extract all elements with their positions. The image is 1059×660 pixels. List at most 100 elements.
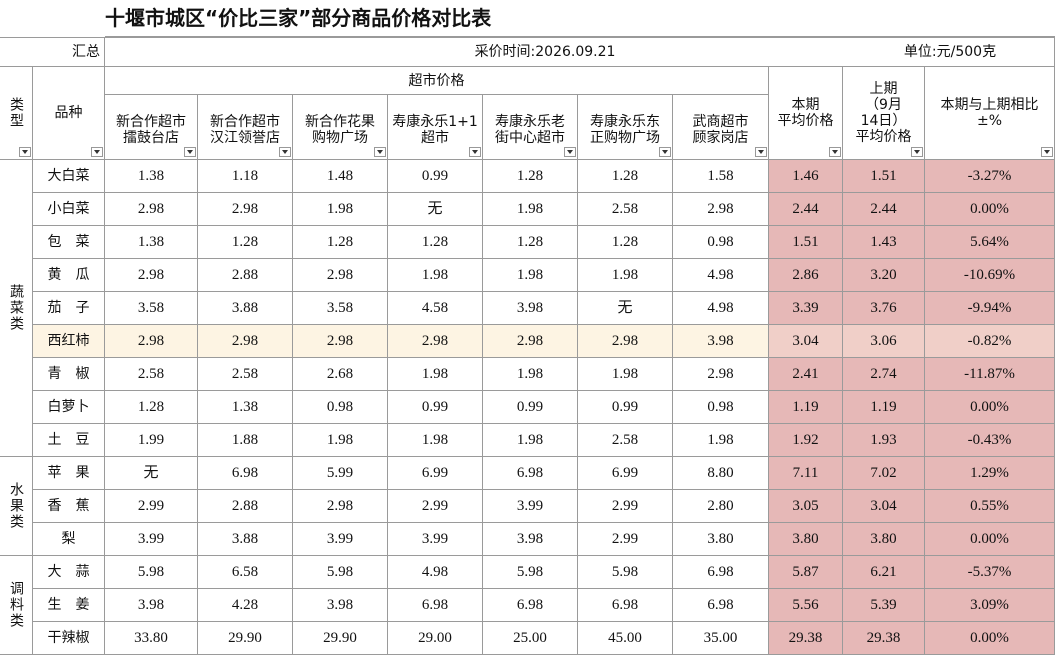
average-cell: 3.05 [769, 490, 843, 523]
average-cell: 1.19 [843, 391, 925, 424]
variety: 白萝卜 [33, 391, 105, 424]
price-cell: 4.98 [673, 259, 769, 292]
price-cell: 6.99 [388, 457, 483, 490]
variety: 西红柿 [33, 325, 105, 358]
header-type: 类型 [0, 67, 33, 160]
average-cell: 3.76 [843, 292, 925, 325]
filter-button[interactable] [564, 147, 576, 157]
header-previous: 上期 （9月 14日） 平均价格 [843, 67, 925, 160]
variety: 干辣椒 [33, 622, 105, 655]
filter-button[interactable] [91, 147, 103, 157]
price-cell: 0.99 [483, 391, 578, 424]
price-cell: 1.98 [293, 424, 388, 457]
header-store: 武商超市 顾家岗店 [673, 95, 769, 160]
price-cell: 0.99 [388, 160, 483, 193]
filter-button[interactable] [184, 147, 196, 157]
price-cell: 2.98 [578, 325, 673, 358]
price-cell: 0.98 [293, 391, 388, 424]
average-cell: 3.04 [769, 325, 843, 358]
variety: 香 蕉 [33, 490, 105, 523]
price-cell: 2.98 [483, 325, 578, 358]
price-cell: 4.58 [388, 292, 483, 325]
price-cell: 1.38 [198, 391, 293, 424]
average-cell: 1.46 [769, 160, 843, 193]
variety: 生 姜 [33, 589, 105, 622]
price-cell: 1.28 [483, 226, 578, 259]
filter-button[interactable] [829, 147, 841, 157]
unit: 单位:元/500克 [903, 44, 997, 60]
price-cell: 4.98 [388, 556, 483, 589]
price-cell: 45.00 [578, 622, 673, 655]
filter-button[interactable] [1041, 147, 1053, 157]
price-cell: 3.80 [673, 523, 769, 556]
filter-button[interactable] [469, 147, 481, 157]
average-cell: -10.69% [925, 259, 1055, 292]
average-cell: 1.51 [769, 226, 843, 259]
price-cell: 2.98 [105, 193, 198, 226]
price-cell: 2.99 [388, 490, 483, 523]
price-cell: 2.80 [673, 490, 769, 523]
average-cell: 0.00% [925, 193, 1055, 226]
price-cell: 4.28 [198, 589, 293, 622]
price-cell: 2.99 [578, 523, 673, 556]
header-store: 寿康永乐1+1 超市 [388, 95, 483, 160]
price-cell: 29.90 [198, 622, 293, 655]
average-cell: 7.02 [843, 457, 925, 490]
price-cell: 6.98 [673, 556, 769, 589]
average-cell: 2.86 [769, 259, 843, 292]
average-cell: 2.44 [843, 193, 925, 226]
filter-button[interactable] [911, 147, 923, 157]
price-cell: 1.99 [105, 424, 198, 457]
average-cell: 2.41 [769, 358, 843, 391]
price-cell: 29.90 [293, 622, 388, 655]
price-cell: 3.99 [388, 523, 483, 556]
header-supermarket: 超市价格 [105, 67, 769, 95]
price-cell: 2.98 [293, 490, 388, 523]
price-cell: 无 [578, 292, 673, 325]
variety: 青 椒 [33, 358, 105, 391]
price-cell: 3.98 [483, 523, 578, 556]
average-cell: 5.64% [925, 226, 1055, 259]
price-cell: 0.98 [673, 391, 769, 424]
filter-button[interactable] [374, 147, 386, 157]
average-cell: 29.38 [843, 622, 925, 655]
price-cell: 3.58 [105, 292, 198, 325]
price-cell: 6.98 [578, 589, 673, 622]
price-cell: 5.98 [578, 556, 673, 589]
price-cell: 1.98 [578, 358, 673, 391]
price-cell: 6.98 [673, 589, 769, 622]
price-cell: 1.48 [293, 160, 388, 193]
filter-button[interactable] [279, 147, 291, 157]
price-cell: 3.98 [105, 589, 198, 622]
filter-button[interactable] [19, 147, 31, 157]
price-cell: 3.99 [483, 490, 578, 523]
price-cell: 2.98 [673, 193, 769, 226]
price-cell: 3.88 [198, 523, 293, 556]
average-cell: 2.74 [843, 358, 925, 391]
average-cell: 6.21 [843, 556, 925, 589]
price-cell: 6.98 [388, 589, 483, 622]
average-cell: 1.92 [769, 424, 843, 457]
filter-button[interactable] [659, 147, 671, 157]
average-cell: 5.56 [769, 589, 843, 622]
price-cell: 6.98 [483, 457, 578, 490]
average-cell: 5.87 [769, 556, 843, 589]
price-cell: 2.98 [105, 259, 198, 292]
header-store: 寿康永乐老 街中心超市 [483, 95, 578, 160]
price-cell: 1.18 [198, 160, 293, 193]
filter-button[interactable] [755, 147, 767, 157]
average-cell: 5.39 [843, 589, 925, 622]
price-cell: 无 [105, 457, 198, 490]
price-cell: 2.88 [198, 490, 293, 523]
average-cell: -5.37% [925, 556, 1055, 589]
price-cell: 6.99 [578, 457, 673, 490]
price-cell: 1.98 [483, 424, 578, 457]
price-cell: 1.28 [578, 226, 673, 259]
price-cell: 5.98 [483, 556, 578, 589]
price-cell: 1.88 [198, 424, 293, 457]
price-cell: 3.58 [293, 292, 388, 325]
price-cell: 29.00 [388, 622, 483, 655]
price-cell: 2.98 [198, 193, 293, 226]
price-cell: 1.98 [293, 193, 388, 226]
